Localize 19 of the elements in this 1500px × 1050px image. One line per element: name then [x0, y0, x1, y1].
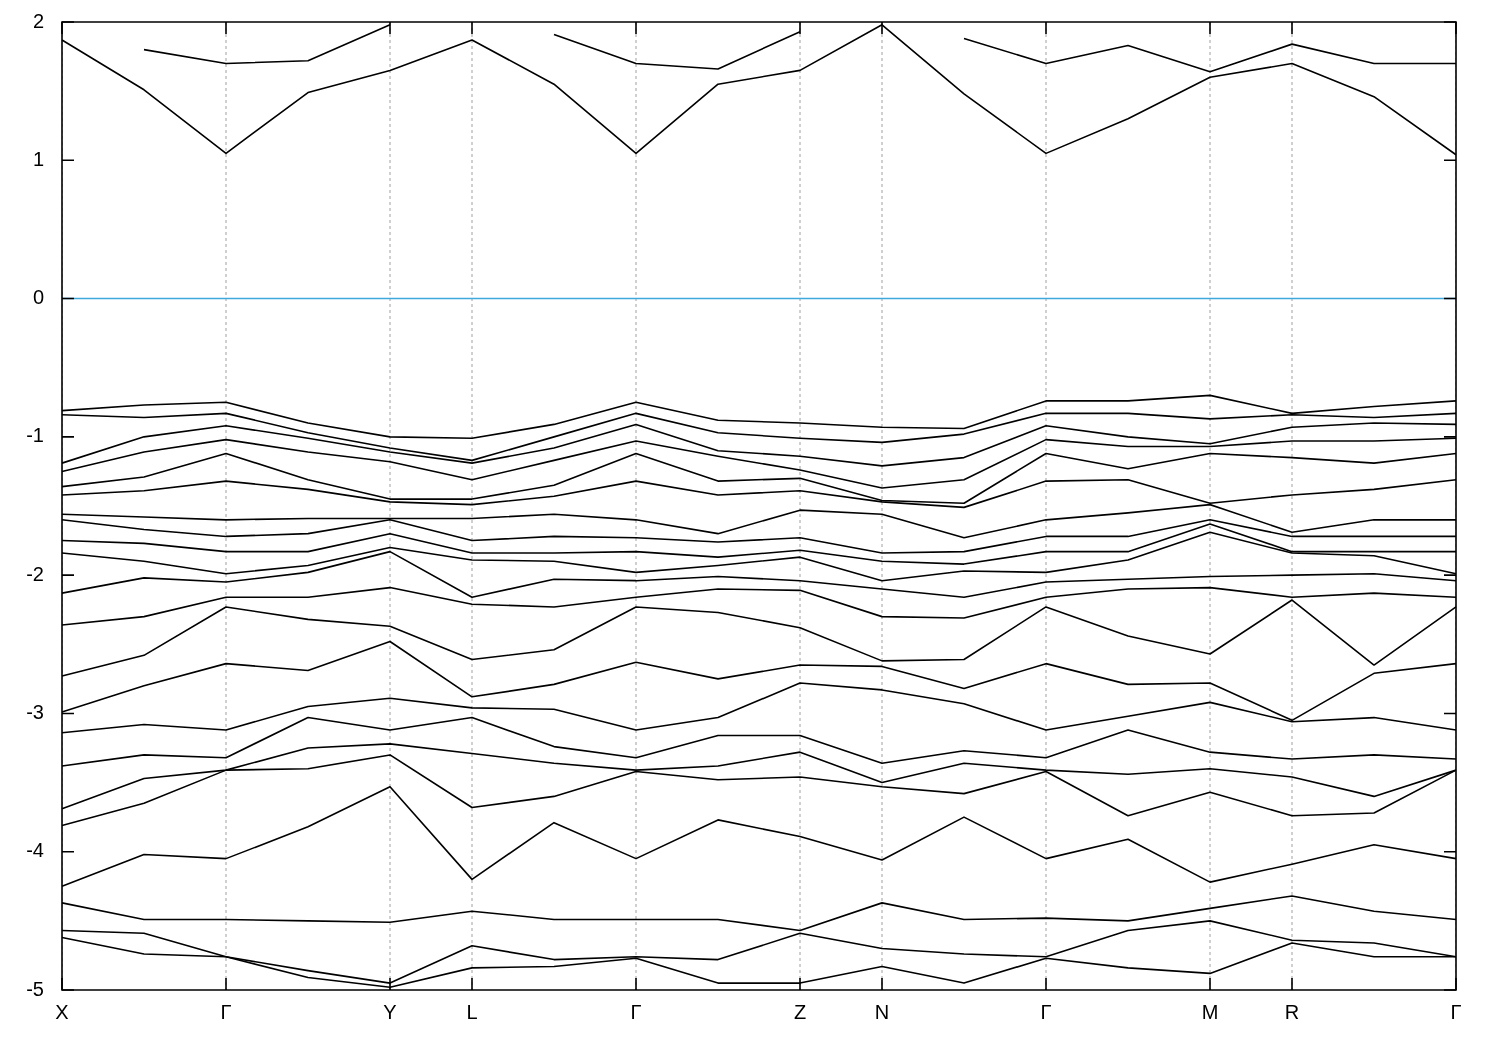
y-tick-label: -5: [26, 977, 44, 1000]
x-tick-label: Γ: [630, 1000, 642, 1023]
x-tick-label: X: [55, 1000, 69, 1023]
x-tick-label: Γ: [1040, 1000, 1052, 1023]
y-tick-label: 2: [32, 9, 44, 32]
y-tick-label: -3: [26, 700, 44, 723]
y-tick-label: 0: [32, 286, 44, 309]
y-tick-label: -4: [26, 839, 44, 862]
x-tick-label: M: [1201, 1000, 1219, 1023]
y-tick-label: -2: [26, 562, 44, 585]
x-tick-label: Y: [383, 1000, 397, 1023]
x-tick-label: Z: [793, 1000, 807, 1023]
y-tick-label: -1: [26, 424, 44, 447]
x-tick-label: Γ: [1450, 1000, 1462, 1023]
x-tick-label: R: [1284, 1000, 1300, 1023]
x-tick-label: Γ: [220, 1000, 232, 1023]
y-tick-label: 1: [32, 147, 44, 170]
x-tick-label: L: [466, 1000, 478, 1023]
x-tick-label: N: [874, 1000, 890, 1023]
